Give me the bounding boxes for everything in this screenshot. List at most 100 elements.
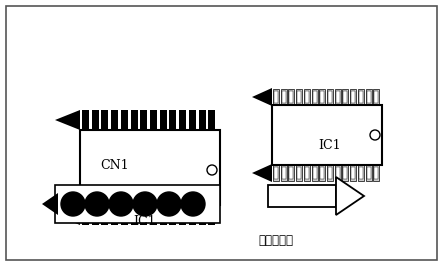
Bar <box>311 165 318 181</box>
Bar <box>296 89 302 105</box>
Bar <box>140 110 147 130</box>
Bar <box>343 167 347 179</box>
Circle shape <box>133 192 157 216</box>
Bar <box>342 89 349 105</box>
Bar <box>327 165 333 181</box>
Bar <box>343 91 347 103</box>
Bar <box>374 91 378 103</box>
Bar <box>189 205 196 225</box>
Bar <box>268 185 336 207</box>
Bar <box>297 167 301 179</box>
Text: 过波峰方向: 过波峰方向 <box>259 234 294 247</box>
Text: IC1: IC1 <box>134 215 156 228</box>
Bar <box>365 89 372 105</box>
Polygon shape <box>252 88 272 106</box>
Bar <box>373 165 379 181</box>
Bar <box>55 185 220 223</box>
Bar <box>111 110 118 130</box>
Bar <box>313 91 317 103</box>
Bar <box>179 110 186 130</box>
Bar <box>150 110 157 130</box>
Text: CN1: CN1 <box>101 159 129 172</box>
Bar <box>311 89 318 105</box>
Bar <box>373 89 379 105</box>
Bar <box>351 167 355 179</box>
Bar <box>92 110 99 130</box>
Polygon shape <box>336 177 364 215</box>
Bar <box>304 89 310 105</box>
Bar <box>320 91 324 103</box>
Bar <box>365 165 372 181</box>
Bar <box>160 110 167 130</box>
Bar <box>121 110 128 130</box>
Bar <box>131 205 138 225</box>
Bar <box>327 89 333 105</box>
Bar <box>131 110 138 130</box>
Bar <box>282 91 286 103</box>
Circle shape <box>61 192 85 216</box>
Bar <box>82 110 89 130</box>
Bar <box>319 89 325 105</box>
Bar <box>150 205 157 225</box>
Bar <box>208 110 215 130</box>
Bar <box>297 91 301 103</box>
Bar <box>336 91 340 103</box>
Bar <box>189 110 196 130</box>
Circle shape <box>157 192 181 216</box>
Bar <box>366 167 371 179</box>
Bar <box>335 165 341 181</box>
Bar <box>282 167 286 179</box>
Circle shape <box>109 192 133 216</box>
Bar <box>351 91 355 103</box>
Bar <box>358 89 364 105</box>
Text: IC1: IC1 <box>319 139 341 152</box>
Bar <box>281 165 287 181</box>
Bar <box>198 110 206 130</box>
Polygon shape <box>55 110 80 130</box>
Bar <box>179 205 186 225</box>
Bar <box>335 89 341 105</box>
Bar <box>169 205 176 225</box>
Bar <box>359 167 363 179</box>
Bar <box>304 165 310 181</box>
Polygon shape <box>252 164 272 182</box>
Bar <box>111 205 118 225</box>
Bar <box>296 165 302 181</box>
Bar <box>208 205 215 225</box>
Bar <box>281 89 287 105</box>
Bar <box>313 167 317 179</box>
Bar <box>160 205 167 225</box>
Bar <box>319 165 325 181</box>
Bar <box>288 89 295 105</box>
Circle shape <box>85 192 109 216</box>
Bar <box>374 167 378 179</box>
Bar <box>101 205 109 225</box>
Bar <box>82 205 89 225</box>
Polygon shape <box>55 205 80 225</box>
Bar <box>80 130 220 205</box>
Bar <box>336 167 340 179</box>
Bar <box>305 167 309 179</box>
Bar <box>272 105 382 165</box>
Bar <box>366 91 371 103</box>
Bar <box>273 89 279 105</box>
Bar <box>288 165 295 181</box>
Bar <box>169 110 176 130</box>
Bar <box>101 110 109 130</box>
Bar <box>274 91 278 103</box>
Bar <box>140 205 147 225</box>
Bar <box>273 165 279 181</box>
Polygon shape <box>42 193 58 215</box>
Bar <box>274 167 278 179</box>
Bar <box>289 91 293 103</box>
Bar <box>328 167 332 179</box>
Bar <box>359 91 363 103</box>
Bar <box>328 91 332 103</box>
Circle shape <box>181 192 205 216</box>
Bar <box>350 89 356 105</box>
Bar <box>358 165 364 181</box>
Bar <box>342 165 349 181</box>
Bar <box>289 167 293 179</box>
Bar <box>320 167 324 179</box>
Bar <box>121 205 128 225</box>
